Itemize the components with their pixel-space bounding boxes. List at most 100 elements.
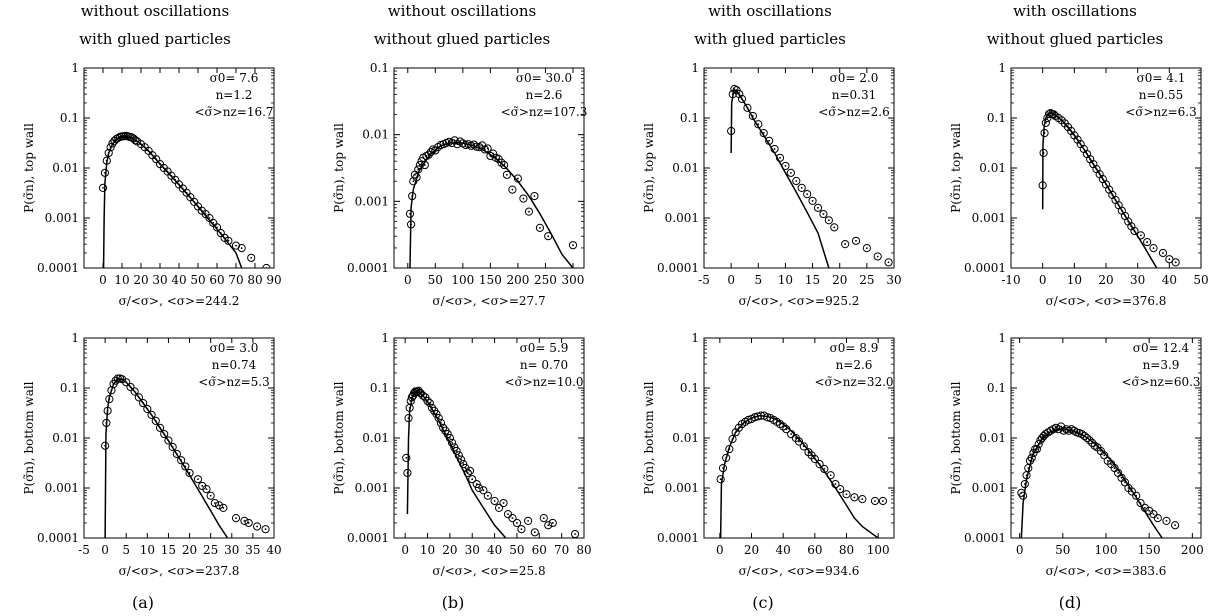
data-point [727,126,736,136]
panel-8: 0 50 100 150 200 0.0001 0.001 0.01 0.1 1 P(σ̃n), b… [949,331,1204,578]
x-tick-label: 80 [839,543,854,557]
y-tick-label: 0.01 [672,161,699,175]
data-point [548,518,557,528]
x-tick-label: 60 [532,543,547,557]
annotation: n=0.74 [212,358,257,372]
x-tick-label: 0 [99,273,107,287]
data-point [412,173,421,182]
data-point [568,241,578,250]
data-point [1041,118,1050,127]
col-title-d-line1: with oscillations [1013,2,1137,20]
data-point [104,148,113,158]
panel-4: -10 0 10 20 30 40 50 0.0001 0.001 0.01 0.1 1 P(σ̃n),… [949,61,1209,308]
data-point [808,196,817,205]
data-point [1018,491,1028,500]
data-point [139,398,148,408]
data-point [160,429,169,439]
data-point [474,483,484,493]
y-tick-label: 0.1 [680,111,699,125]
data-point [759,128,768,138]
y-tick-label: 1 [691,61,699,75]
x-tick-label: 35 [245,543,260,557]
data-point [102,418,111,428]
data-point [786,429,796,439]
data-point [212,223,222,232]
x-tick-label: 40 [171,273,186,287]
data-point [799,442,808,451]
data-point [420,160,429,170]
data-point [1170,521,1180,530]
data-point [105,394,114,404]
panel-label-d: (d) [1059,593,1082,612]
data-point [131,136,140,145]
data-point [483,144,492,153]
data-point [754,120,763,129]
data-point [1027,453,1036,462]
data-point [716,475,725,484]
data-point [570,529,580,538]
x-tick-label: 200 [1181,543,1204,557]
data-point [803,190,812,199]
data-point [530,528,539,537]
x-tick-label: 40 [776,543,791,557]
data-point [193,475,203,484]
data-point [167,171,176,180]
data-point [535,223,545,232]
col-title-c-line2: with glued particles [694,30,846,48]
annotation: σ0= 5.9 [520,341,569,355]
y-tick-label: 0.01 [362,128,389,142]
panel-2: 0 50 100 150 200 250 300 0.0001 0.001 0.01 0.1 P(σ̃… [332,61,587,308]
y-tick-label: 0.001 [355,481,389,495]
x-axis-label: σ/<σ>, <σ>=934.6 [739,564,860,578]
annotation: <σ̃>nz=6.3 [1125,105,1197,119]
x-tick-label: 150 [479,273,502,287]
data-point [737,94,747,104]
x-axis-label: σ/<σ>, <σ>=925.2 [739,294,860,308]
annotation: <σ̃>nz=5.3 [198,375,270,389]
data-point [878,496,888,506]
data-point [813,203,823,212]
data-point [884,258,893,267]
data-point [725,444,734,454]
y-tick-label: 0.1 [370,61,389,75]
annotation: n=0.55 [1139,88,1184,102]
data-point [524,516,533,525]
plot-area [1038,109,1180,268]
data-point [151,416,160,425]
y-tick-label: 0.1 [987,381,1006,395]
data-point [1038,181,1047,190]
x-tick-label: 30 [224,543,239,557]
data-point [842,490,851,499]
y-tick-label: 0.01 [362,431,389,445]
y-tick-label: 0.1 [60,381,79,395]
data-point [1105,185,1114,194]
data-point [448,438,457,447]
plot-frame [393,67,585,269]
annotation: σ0= 30.0 [516,71,572,85]
data-point [820,464,829,474]
col-title-c-line1: with oscillations [708,2,832,20]
data-point [101,441,110,450]
plot-area [405,136,578,268]
data-point [185,468,194,478]
data-point [102,156,111,165]
annotation: n=0.31 [832,88,877,102]
data-point [494,503,504,512]
data-point [765,136,774,145]
data-point [126,382,135,392]
data-point [483,491,492,500]
y-tick-label: 1 [381,331,389,345]
data-point [231,241,241,250]
data-point [524,207,534,216]
data-point [134,393,143,402]
col-title-a-line1: without oscillations [81,2,230,20]
data-point [1056,422,1066,431]
x-axis-label: σ/<σ>, <σ>=27.7 [432,294,545,308]
annotation: n=3.9 [1143,358,1180,372]
y-tick-label: 0.0001 [657,531,699,545]
plot-area [98,131,271,268]
annotation: <σ̃>nz=10.0 [504,375,583,389]
x-tick-label: 25 [203,543,218,557]
data-point [186,193,195,202]
fit-curve [102,135,243,268]
